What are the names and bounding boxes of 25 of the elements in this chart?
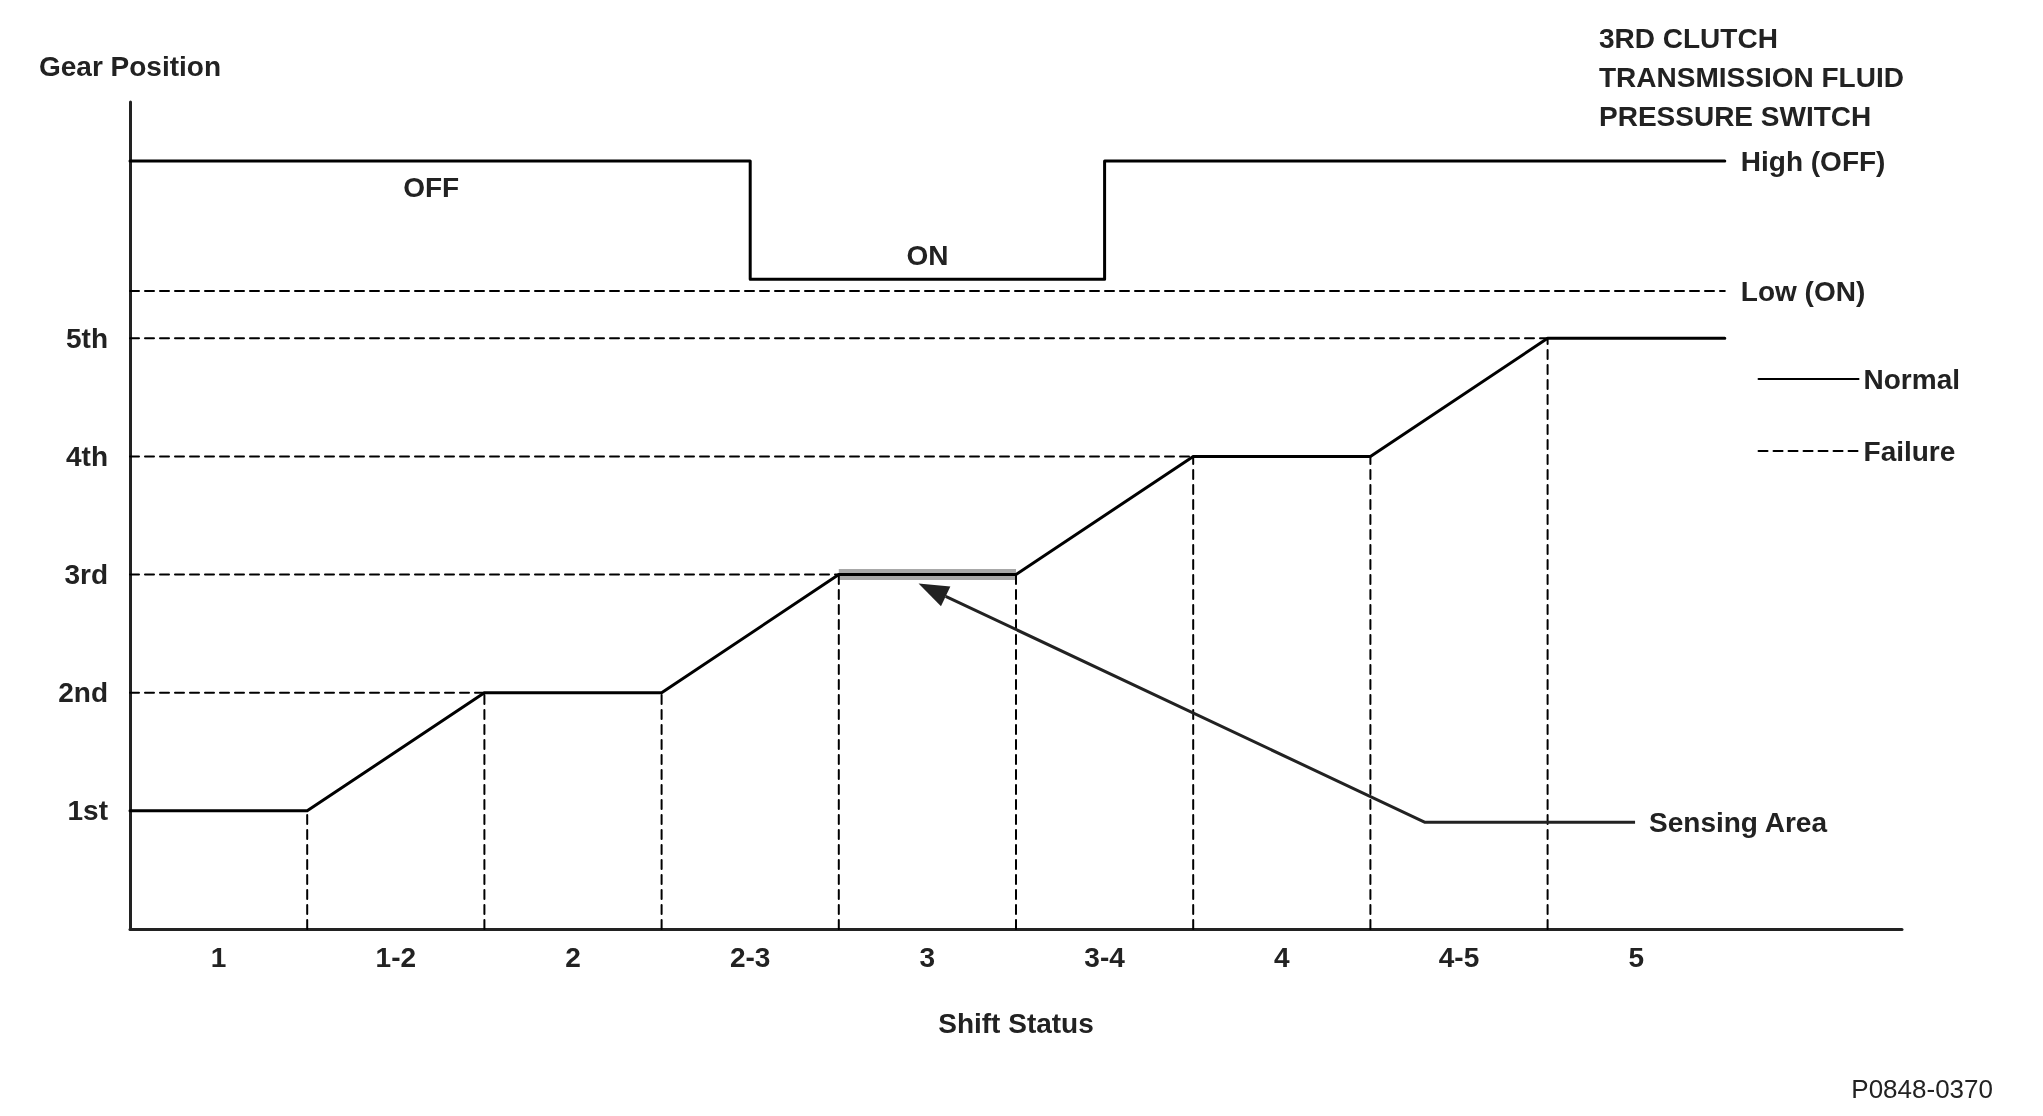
annotation: ON — [906, 239, 949, 271]
x-tick-label: 3 — [919, 941, 936, 973]
annotation: High (OFF) — [1740, 145, 1886, 177]
x-tick-label: 5 — [1628, 941, 1644, 973]
x-tick-label: 4 — [1274, 941, 1291, 973]
x-tick-label: 3-4 — [1084, 941, 1126, 973]
x-tick-label: 1 — [210, 941, 227, 973]
x-axis-title: Shift Status — [938, 1007, 1094, 1039]
text: P0848-0370 — [1851, 1074, 1994, 1104]
y-tick-label: 1st — [67, 795, 108, 827]
chart-title: 3RD CLUTCH TRANSMISSION FLUID PRESSURE SWITCH — [1599, 23, 1912, 132]
y-tick-label: 3rd — [64, 559, 108, 591]
legend-label: Failure — [1863, 435, 1956, 467]
annotation: OFF — [403, 171, 460, 203]
y-tick-label: 5th — [66, 322, 108, 354]
y-tick-label: 2nd — [58, 677, 108, 709]
y-axis-title: Gear Position — [38, 50, 222, 82]
x-tick-label: 1-2 — [375, 941, 417, 973]
annotation: Low (ON) — [1740, 275, 1866, 307]
y-tick-label: 4th — [66, 440, 108, 472]
x-tick-label: 2-3 — [729, 941, 771, 973]
legend-label: Normal — [1863, 363, 1960, 395]
annotation: Sensing Area — [1649, 806, 1828, 838]
x-tick-label: 4-5 — [1438, 941, 1480, 973]
x-tick-label: 2 — [565, 941, 581, 973]
